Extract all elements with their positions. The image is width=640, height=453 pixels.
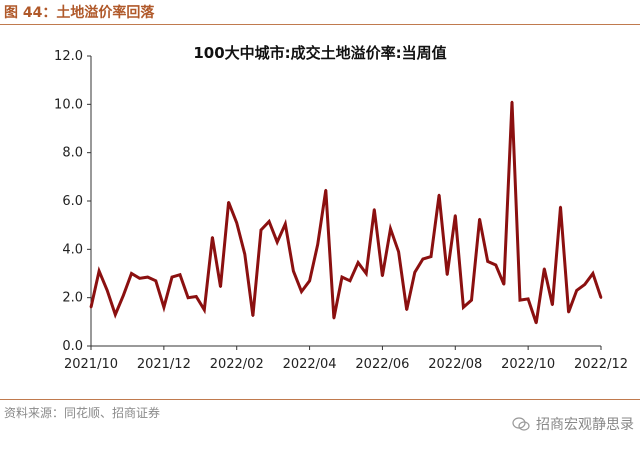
- data-point: [413, 271, 416, 274]
- data-point: [373, 208, 376, 211]
- x-tick-label: 2022/08: [428, 357, 482, 372]
- data-point: [356, 261, 360, 264]
- y-tick-label: 10.0: [54, 97, 83, 112]
- data-point: [324, 188, 327, 192]
- data-point: [502, 283, 506, 286]
- data-point: [227, 201, 230, 204]
- x-tick-label: 2021/10: [64, 357, 118, 372]
- data-point: [162, 306, 166, 309]
- data-point: [535, 321, 538, 325]
- x-tick-label: 2022/06: [355, 357, 409, 372]
- data-point: [211, 236, 214, 239]
- data-point: [114, 313, 117, 316]
- wechat-icon: [512, 417, 530, 431]
- data-point: [583, 283, 586, 286]
- watermark-text: 招商宏观静思录: [536, 417, 634, 433]
- watermark: 招商宏观静思录: [512, 414, 634, 434]
- chart-container: 100大中城市:成交土地溢价率:当周值 0.0 2.0 4.0 6.0 8.0 10.0 1…: [0, 28, 640, 398]
- x-tick-label: 2022/10: [501, 357, 555, 372]
- y-tick-label: 2.0: [62, 291, 83, 306]
- header-divider: [0, 24, 640, 25]
- y-tick-label: 4.0: [62, 242, 83, 257]
- data-point: [203, 308, 206, 311]
- data-point: [170, 275, 174, 279]
- figure-title: 图 44：土地溢价率回落: [4, 5, 155, 21]
- data-point: [437, 193, 441, 197]
- chart-title: 100大中城市:成交土地溢价率:当周值: [193, 44, 446, 62]
- data-point: [235, 221, 238, 224]
- x-tick-label: 2022/02: [210, 357, 264, 372]
- data-point: [251, 314, 255, 317]
- data-point: [138, 277, 141, 280]
- data-point: [97, 269, 101, 273]
- series-line: [89, 101, 603, 324]
- y-tick-label: 6.0: [62, 194, 83, 209]
- line-chart: 100大中城市:成交土地溢价率:当周值 0.0 2.0 4.0 6.0 8.0 10.0 1…: [54, 44, 628, 372]
- y-tick-label: 12.0: [54, 49, 83, 64]
- data-point: [332, 317, 336, 320]
- data-point: [526, 297, 530, 301]
- data-point: [219, 285, 222, 288]
- data-point: [454, 214, 457, 217]
- data-point: [478, 217, 481, 221]
- data-point: [543, 267, 546, 270]
- data-point: [486, 260, 489, 263]
- data-point: [397, 250, 400, 253]
- data-point: [421, 257, 425, 261]
- data-point: [518, 298, 522, 302]
- data-point: [284, 222, 287, 226]
- data-point: [154, 279, 157, 282]
- data-point: [122, 294, 125, 297]
- data-point: [405, 308, 408, 311]
- data-point: [316, 243, 319, 246]
- data-point: [591, 272, 595, 275]
- y-tick-label: 8.0: [62, 146, 83, 161]
- data-point: [300, 290, 303, 293]
- data-point: [130, 272, 133, 275]
- data-point: [243, 253, 246, 256]
- x-tick-label: 2021/12: [137, 357, 191, 372]
- data-point: [292, 269, 295, 273]
- data-point: [559, 205, 562, 209]
- data-point: [446, 273, 449, 276]
- data-point: [551, 303, 554, 307]
- data-point: [276, 240, 279, 244]
- y-tick-label: 0.0: [62, 339, 83, 354]
- data-point: [178, 273, 182, 276]
- data-point: [89, 306, 93, 309]
- data-point: [365, 272, 368, 275]
- data-point: [567, 311, 570, 314]
- data-point: [186, 296, 190, 299]
- data-point: [308, 279, 311, 282]
- data-point: [389, 227, 392, 230]
- data-point: [340, 275, 344, 279]
- footer-divider: [0, 399, 640, 400]
- source-note: 资料来源：同花顺、招商证券: [4, 406, 161, 420]
- data-point: [429, 255, 433, 258]
- data-point: [510, 100, 514, 104]
- data-point: [599, 296, 603, 299]
- x-tick-label: 2022/04: [283, 357, 337, 372]
- data-point: [462, 306, 465, 309]
- x-tick-label: 2022/12: [574, 357, 628, 372]
- data-point: [267, 220, 271, 223]
- data-point: [106, 289, 109, 292]
- figure-header: 图 44：土地溢价率回落: [0, 0, 640, 26]
- data-point: [146, 275, 149, 279]
- data-point: [470, 298, 473, 302]
- data-point: [348, 279, 352, 282]
- data-point: [195, 295, 198, 298]
- data-point: [494, 263, 497, 267]
- data-point: [381, 274, 384, 278]
- data-point: [575, 289, 578, 292]
- data-point: [259, 228, 263, 232]
